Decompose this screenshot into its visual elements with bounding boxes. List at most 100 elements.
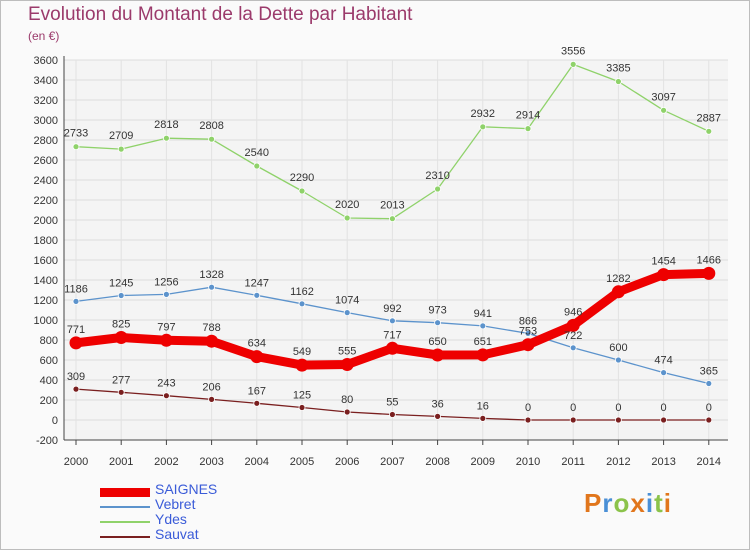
data-point (476, 348, 490, 362)
x-tick-label: 2000 (64, 456, 88, 468)
data-label: 1282 (606, 273, 630, 285)
data-point (434, 412, 442, 420)
data-label: 167 (248, 385, 266, 397)
data-label: 0 (525, 402, 531, 414)
data-point (205, 334, 219, 348)
y-tick-label: 3200 (34, 95, 58, 107)
x-tick-label: 2006 (335, 456, 359, 468)
data-label: 2020 (335, 199, 359, 211)
data-label: 555 (338, 346, 356, 358)
data-point (340, 358, 354, 371)
data-point (250, 350, 264, 364)
data-label: 2887 (697, 112, 721, 124)
data-point (253, 399, 261, 407)
data-point (705, 380, 713, 387)
data-point (295, 358, 309, 372)
chart-title: Evolution du Montant de la Dette par Hab… (28, 4, 413, 25)
x-tick-label: 2009 (471, 456, 495, 468)
data-point (569, 344, 577, 352)
legend-label: Vebret (155, 496, 196, 512)
data-point (162, 290, 170, 298)
data-label: 1162 (290, 286, 314, 298)
data-label: 243 (157, 378, 175, 390)
legend-label: Sauvat (155, 526, 199, 542)
series-saignes (69, 266, 716, 372)
data-label: 365 (700, 366, 718, 378)
data-point (162, 134, 170, 142)
data-point (431, 348, 445, 362)
data-label: 2310 (425, 170, 449, 182)
data-label: 717 (383, 329, 401, 341)
legend-swatch (100, 521, 150, 523)
data-label: 0 (661, 402, 667, 414)
data-label: 0 (615, 402, 621, 414)
y-tick-label: 200 (40, 395, 58, 407)
x-tick-label: 2011 (561, 456, 585, 468)
y-tick-label: 1000 (34, 315, 58, 327)
x-tick-label: 2008 (425, 456, 449, 468)
data-label: 941 (474, 308, 492, 320)
data-label: 973 (428, 305, 446, 317)
data-point (615, 416, 622, 424)
x-tick-label: 2010 (516, 456, 540, 468)
x-tick-label: 2014 (697, 456, 721, 468)
y-tick-label: 1800 (34, 235, 58, 247)
data-label: 753 (519, 326, 537, 338)
data-point (657, 268, 671, 282)
data-point (162, 392, 170, 400)
legend-swatch (100, 506, 150, 508)
y-tick-label: 2600 (34, 155, 58, 167)
y-tick-label: 3000 (34, 115, 58, 127)
data-label: 474 (654, 355, 672, 367)
data-point (208, 395, 216, 403)
series-ydes (72, 61, 713, 223)
data-point (569, 61, 577, 68)
legend-swatch (100, 536, 150, 538)
data-point (298, 404, 306, 411)
x-tick-label: 2007 (380, 456, 404, 468)
data-point (343, 309, 351, 317)
data-point (705, 127, 713, 135)
data-label: 992 (383, 303, 401, 315)
data-label: 946 (564, 306, 582, 318)
data-label: 2808 (199, 120, 223, 132)
data-label: 1247 (245, 277, 269, 289)
data-point (343, 214, 351, 222)
data-point (69, 336, 83, 350)
data-point (208, 283, 216, 291)
data-point (660, 106, 667, 114)
x-tick-label: 2005 (290, 456, 314, 468)
data-point (208, 135, 216, 143)
data-label: 3385 (606, 63, 630, 75)
data-label: 55 (386, 397, 398, 409)
data-label: 722 (564, 330, 582, 342)
data-label: 650 (428, 336, 446, 348)
data-point (388, 317, 396, 325)
y-tick-label: 1200 (34, 295, 58, 307)
data-point (72, 143, 80, 151)
data-label: 866 (519, 315, 537, 327)
y-tick-label: 600 (40, 355, 58, 367)
data-label: 36 (431, 398, 443, 410)
x-tick-label: 2003 (199, 456, 223, 468)
data-point (253, 162, 261, 170)
data-label: 797 (157, 321, 175, 333)
data-point (479, 322, 487, 330)
x-tick-label: 2004 (245, 456, 269, 468)
data-label: 1074 (335, 295, 359, 307)
plot-area (64, 60, 728, 440)
data-label: 1186 (64, 283, 88, 295)
y-tick-label: 3400 (34, 75, 58, 87)
data-label: 600 (609, 342, 627, 354)
x-tick-label: 2012 (606, 456, 630, 468)
data-point (117, 388, 125, 396)
data-label: 549 (293, 346, 311, 358)
data-label: 2914 (516, 110, 540, 122)
data-point (615, 356, 622, 364)
series-vebret (72, 283, 713, 387)
data-point (479, 414, 487, 422)
y-tick-label: 0 (52, 415, 58, 427)
data-point (660, 416, 667, 424)
x-tick-label: 2013 (651, 456, 675, 468)
